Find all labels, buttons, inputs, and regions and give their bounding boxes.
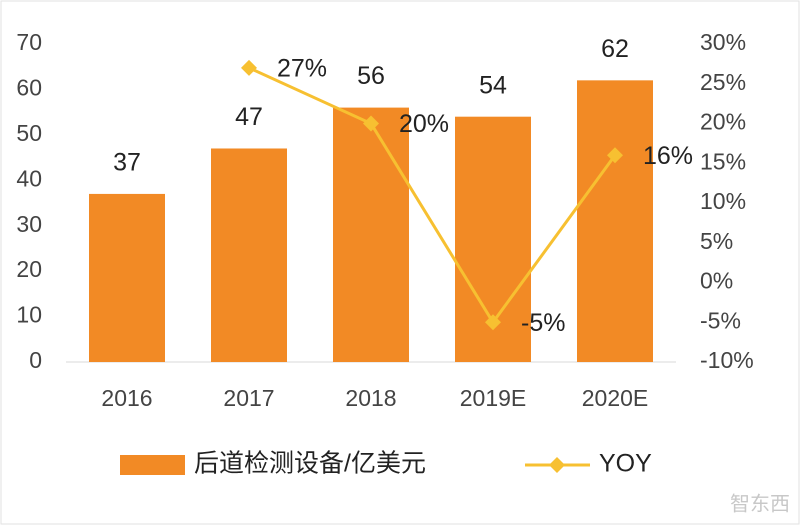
bar-value-label: 56 — [357, 62, 385, 90]
y-tick-label: 10 — [16, 302, 42, 328]
line-marker — [607, 147, 623, 164]
legend-label: YOY — [599, 450, 652, 478]
y-tick-label: 70 — [16, 29, 42, 55]
x-tick-label: 2016 — [101, 385, 152, 411]
y2-tick-label: -5% — [700, 307, 741, 333]
x-tick-label: 2019E — [460, 385, 527, 411]
line-marker — [485, 314, 501, 331]
y-tick-label: 60 — [16, 75, 42, 101]
y2-tick-label: 0% — [700, 268, 733, 294]
legend-label: 后道检测设备/亿美元 — [194, 450, 426, 478]
line — [248, 66, 617, 325]
watermark: 智东西 — [730, 492, 790, 515]
x-tick-label: 2018 — [345, 385, 396, 411]
x-tick-label: 2017 — [223, 385, 274, 411]
legend-swatch — [120, 455, 185, 475]
y2-tick-label: -10% — [700, 347, 754, 373]
y2-tick-label: 20% — [700, 109, 746, 135]
y2-tick-label: 10% — [700, 188, 746, 214]
x-tick-label: 2020E — [582, 385, 649, 411]
bar-value-label: 37 — [113, 149, 141, 177]
line-marker — [363, 115, 379, 132]
y-tick-label: 20 — [16, 256, 42, 282]
bar-value-label: 62 — [601, 35, 629, 63]
line-value-label: -5% — [521, 309, 565, 337]
y2-tick-label: 15% — [700, 148, 746, 174]
y-tick-label: 50 — [16, 120, 42, 146]
y2-tick-label: 25% — [700, 69, 746, 95]
y-tick-label: 0 — [29, 347, 42, 373]
line-value-label: 16% — [643, 142, 693, 170]
bar-value-label: 54 — [479, 71, 507, 99]
line-value-label: 20% — [399, 110, 449, 138]
bar — [577, 80, 653, 362]
y-tick-label: 40 — [16, 165, 42, 191]
bar-value-label: 47 — [235, 103, 263, 131]
bar — [211, 148, 287, 362]
line-marker — [241, 59, 257, 76]
y2-tick-label: 5% — [700, 228, 733, 254]
y2-tick-label: 30% — [700, 29, 746, 55]
bar — [333, 107, 409, 362]
legend-marker — [549, 457, 565, 473]
y-tick-label: 30 — [16, 211, 42, 237]
line-value-label: 27% — [277, 54, 327, 82]
bar — [89, 193, 165, 362]
